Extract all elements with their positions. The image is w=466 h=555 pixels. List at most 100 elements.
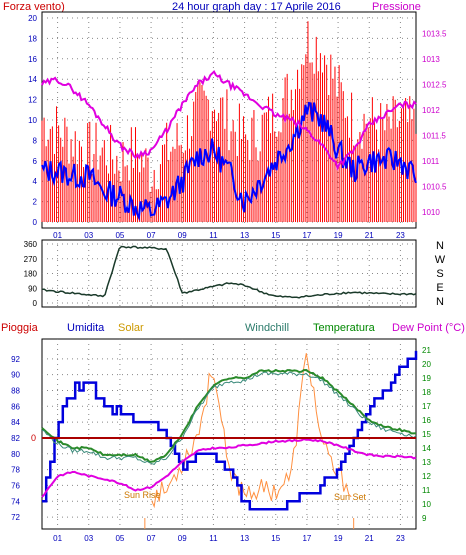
hour-tick-label: 01 <box>53 534 62 543</box>
wind-tick-label: 16 <box>28 55 37 64</box>
compass-e: E <box>436 282 443 294</box>
temp-humidity-plot-area <box>41 338 417 530</box>
pressure-tick-label: 1013 <box>422 55 440 64</box>
hour-tick-label: 23 <box>396 534 405 543</box>
wind-tick-label: 4 <box>33 177 38 186</box>
hour-tick-label: 21 <box>365 534 374 543</box>
temp-tick-label: 15 <box>422 430 431 439</box>
direction-plot-area <box>41 239 417 308</box>
hour-tick-label: 05 <box>115 534 124 543</box>
humidity-tick-label: 76 <box>11 481 20 490</box>
hour-tick-label: 23 <box>396 231 405 240</box>
wind-tick-label: 10 <box>28 116 37 125</box>
temp-tick-label: 13 <box>422 458 431 467</box>
hour-tick-label: 17 <box>302 534 311 543</box>
pressure-tick-label: 1011 <box>422 157 440 166</box>
dewpoint-line <box>41 438 417 498</box>
hour-tick-label: 11 <box>209 231 218 240</box>
pressure-tick-label: 1010.5 <box>422 182 447 191</box>
humidity-line <box>42 350 418 511</box>
pressure-tick-label: 1013.5 <box>422 29 447 38</box>
wind-tick-label: 2 <box>33 198 38 207</box>
hour-tick-label: 19 <box>334 534 343 543</box>
wind-avg-line <box>41 101 417 222</box>
direction-tick-label: 180 <box>24 270 38 279</box>
humidity-tick-label: 82 <box>11 434 20 443</box>
wind-tick-label: 8 <box>33 136 38 145</box>
humidity-tick-label: 74 <box>11 497 20 506</box>
hour-tick-label: 07 <box>147 534 156 543</box>
hour-tick-label: 03 <box>84 534 93 543</box>
temp-tick-label: 20 <box>422 360 431 369</box>
temp-tick-label: 9 <box>422 514 427 523</box>
wind-tick-label: 6 <box>33 157 38 166</box>
wind-tick-label: 20 <box>28 14 37 23</box>
humidity-tick-label: 88 <box>11 386 20 395</box>
wind-title: Forza vento) <box>3 1 65 13</box>
compass-n: N <box>436 240 444 252</box>
wind-tick-label: 18 <box>28 34 37 43</box>
humidity-tick-label: 92 <box>11 355 20 364</box>
pressure-tick-label: 1011.5 <box>422 131 446 140</box>
temp-tick-label: 14 <box>422 444 431 453</box>
compass-n: N <box>436 296 444 308</box>
temp-tick-label: 12 <box>422 472 431 481</box>
hour-tick-label: 15 <box>271 231 280 240</box>
humidity-tick-label: 72 <box>11 513 20 522</box>
humidity-tick-label: 78 <box>11 466 20 475</box>
temp-tick-label: 19 <box>422 374 431 383</box>
legend-solar: Solar <box>118 322 144 334</box>
sunset-label: Sun Set <box>334 492 367 502</box>
compass-w: W <box>435 254 446 266</box>
pressure-tick-label: 1012 <box>422 106 440 115</box>
hour-tick-label: 05 <box>115 231 124 240</box>
temp-tick-label: 17 <box>422 402 431 411</box>
hour-tick-label: 01 <box>53 231 62 240</box>
temp-humidity-series <box>41 350 418 529</box>
direction-tick-label: 360 <box>24 240 38 249</box>
legend-dewpoint: Dew Point (°C) <box>392 322 465 334</box>
wind-axes: 0246810121416182010101010.510111011.5101… <box>28 14 447 240</box>
legend-pioggia: Pioggia <box>1 322 39 334</box>
wind-tick-label: 14 <box>28 75 37 84</box>
sunrise-label: Sun Rise <box>124 490 161 500</box>
pressure-tick-label: 1010 <box>422 208 440 217</box>
hour-tick-label: 21 <box>365 231 374 240</box>
hour-tick-label: 03 <box>84 231 93 240</box>
compass-s: S <box>436 268 443 280</box>
hour-tick-label: 17 <box>302 231 311 240</box>
wind-tick-label: 12 <box>28 96 37 105</box>
hour-tick-label: 19 <box>334 231 343 240</box>
direction-axes: 0 90 180 270 360 <box>24 240 38 308</box>
hour-tick-label: 09 <box>178 231 187 240</box>
humidity-tick-label: 80 <box>11 450 20 459</box>
hour-tick-label: 13 <box>240 231 249 240</box>
wind-tick-label: 0 <box>33 218 38 227</box>
legend-temperatura: Temperatura <box>313 322 376 334</box>
pressure-tick-label: 1012.5 <box>422 80 447 89</box>
temp-tick-label: 18 <box>422 388 431 397</box>
temp-axes: Sun Rise Sun Set 0 72 74 76 78 80 82 84 86 88 90 92 9 1… <box>11 346 431 543</box>
wind-pressure-series <box>41 21 417 222</box>
wind-direction-line <box>42 245 417 299</box>
direction-tick-label: 90 <box>28 284 37 293</box>
humidity-tick-label: 86 <box>11 402 20 411</box>
humidity-tick-label: 90 <box>11 371 20 380</box>
windchill-line <box>41 371 417 465</box>
hour-tick-label: 13 <box>240 534 249 543</box>
temp-tick-label: 11 <box>422 486 431 495</box>
hour-tick-label: 15 <box>271 534 280 543</box>
legend-windchill: Windchill <box>245 322 289 334</box>
hour-tick-label: 11 <box>209 534 218 543</box>
humidity-tick-label: 84 <box>11 418 20 427</box>
pressure-line <box>41 69 417 171</box>
temp-tick-label: 10 <box>422 500 431 509</box>
direction-tick-label: 0 <box>33 299 38 308</box>
chart-date-title: 24 hour graph day : 17 Aprile 2016 <box>172 1 341 13</box>
temperature-line <box>41 368 417 463</box>
pressure-title: Pressione <box>372 1 421 13</box>
temp-tick-label: 21 <box>422 346 431 355</box>
temp-tick-label: 16 <box>422 416 431 425</box>
